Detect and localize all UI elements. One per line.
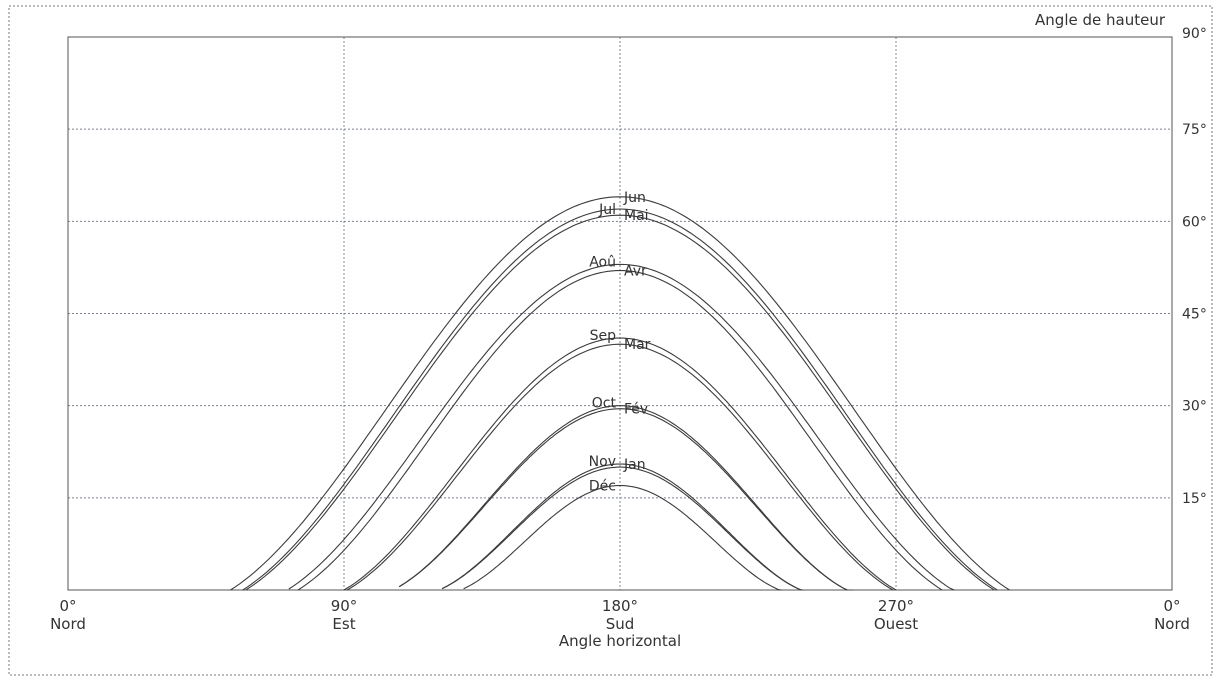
label-jul: Jul [598,202,616,218]
axis-labels: Angle de hauteur Angle horizontal 0°Nord… [50,11,1207,650]
curve-mai [245,214,995,591]
x-tick-degree-2: 180° [602,597,638,615]
label-sep: Sep [590,328,617,344]
series-curves [230,196,1010,591]
label-dec: Déc [589,479,616,495]
curve-sep [343,337,897,591]
curve-nov [441,463,804,591]
x-tick-label-3: Ouest [874,615,918,633]
grid-lines [68,37,1172,590]
label-oct: Oct [592,396,617,412]
label-nov: Nov [589,454,616,470]
label-mar: Mar [624,337,651,353]
x-tick-label-1: Est [332,615,355,633]
curve-oct [398,405,854,591]
curve-aou [288,263,955,591]
curve-dec [463,485,783,591]
x-tick-degree-1: 90° [331,597,358,615]
curve-jan [441,466,804,591]
y-tick-45: 45° [1182,307,1207,323]
x-tick-degree-3: 270° [878,597,914,615]
label-jan: Jan [623,457,646,473]
curve-jun [230,196,1010,591]
label-fev: Fév [624,402,648,418]
x-tick-label-2: Sud [606,615,635,633]
y-tick-60: 60° [1182,214,1207,230]
label-aou: Aoû [589,254,616,270]
y-tick-75: 75° [1182,122,1207,138]
plot-frame [67,36,1173,591]
curve-jul [242,208,998,591]
curve-mar [346,343,894,591]
y-axis-title: Angle de hauteur [1035,11,1166,29]
label-jun: Jun [623,190,646,206]
label-mai: Mai [624,208,649,224]
curve-avr [297,269,943,591]
curve-fev [398,408,854,591]
x-tick-degree-0: 0° [59,597,76,615]
label-avr: Avr [624,263,647,279]
x-tick-label-4: Nord [1154,615,1190,633]
y-tick-90: 90° [1182,26,1207,42]
x-tick-label-0: Nord [50,615,86,633]
page-border [8,5,1213,676]
x-tick-degree-4: 0° [1163,597,1180,615]
series-labels: Jun Jul Mai Aoû Avr Sep Mar Oct Fév Nov Jan Déc [589,190,651,495]
y-tick-30: 30° [1182,399,1207,415]
x-axis-title: Angle horizontal [559,632,681,650]
y-tick-15: 15° [1182,491,1207,507]
